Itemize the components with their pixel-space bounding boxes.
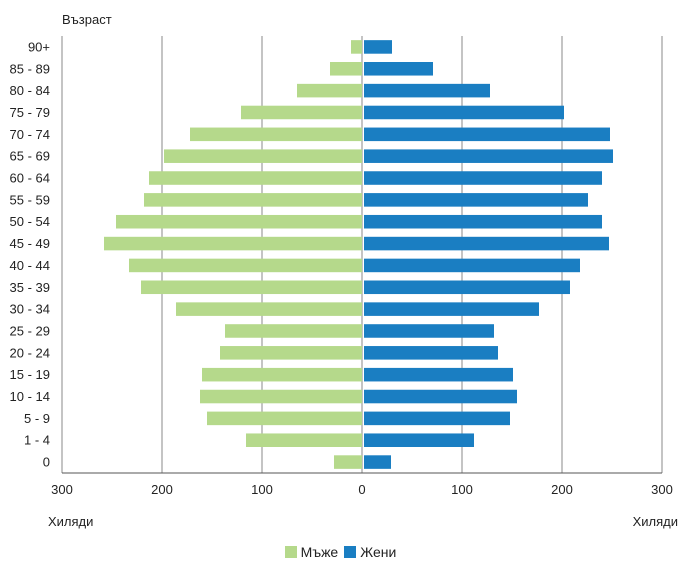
- category-label: 40 - 44: [10, 258, 50, 273]
- bar-men-4: [190, 127, 362, 142]
- category-label: 60 - 64: [10, 171, 50, 186]
- bar-women-17: [364, 411, 510, 426]
- category-label: 25 - 29: [10, 323, 50, 338]
- bar-women-15: [364, 367, 513, 382]
- bar-men-0: [351, 40, 362, 54]
- category-label: 50 - 54: [10, 214, 50, 229]
- bar-women-18: [364, 433, 474, 447]
- bar-women-14: [364, 346, 498, 360]
- category-label: 0: [43, 455, 50, 470]
- bar-men-9: [104, 236, 362, 251]
- x-axis-title-left: Хиляди: [48, 514, 93, 529]
- legend-label-women: Жени: [360, 544, 397, 560]
- bar-women-10: [364, 258, 580, 273]
- legend-item-men: Мъже: [284, 544, 339, 560]
- bar-women-7: [364, 193, 588, 207]
- legend: Мъже Жени: [0, 543, 681, 561]
- bar-men-16: [200, 389, 362, 404]
- bar-men-2: [297, 83, 362, 98]
- legend-swatch-women: [344, 546, 357, 558]
- bar-men-8: [116, 214, 362, 229]
- x-tick-label: 100: [251, 482, 273, 497]
- y-axis-title: Възраст: [62, 12, 112, 27]
- bar-women-12: [364, 302, 539, 316]
- bar-women-4: [364, 127, 610, 142]
- bar-men-14: [220, 346, 362, 360]
- category-label: 1 - 4: [24, 433, 50, 448]
- legend-swatch-men: [284, 546, 297, 558]
- bar-men-12: [176, 302, 362, 316]
- bar-women-3: [364, 105, 564, 120]
- category-label: 65 - 69: [10, 149, 50, 164]
- category-label: 80 - 84: [10, 83, 50, 98]
- bar-men-3: [241, 105, 362, 120]
- bar-men-1: [330, 62, 362, 76]
- x-tick-label: 300: [651, 482, 673, 497]
- x-tick-label: 200: [551, 482, 573, 497]
- bar-women-9: [364, 236, 609, 251]
- category-label: 5 - 9: [24, 411, 50, 426]
- bar-men-10: [129, 258, 362, 273]
- x-tick-label: 0: [358, 482, 365, 497]
- x-tick-labels: 300 200 100 0 100 200 300: [51, 482, 673, 497]
- bar-men-17: [207, 411, 362, 426]
- x-tick-label: 200: [151, 482, 173, 497]
- bar-men-5: [164, 149, 362, 163]
- x-tick-label: 100: [451, 482, 473, 497]
- bar-men-7: [144, 193, 362, 207]
- bar-men-15: [202, 367, 362, 382]
- legend-label-men: Мъже: [300, 544, 339, 560]
- bar-men-19: [334, 455, 362, 469]
- bar-women-1: [364, 62, 433, 76]
- category-label: 15 - 19: [10, 367, 50, 382]
- bar-women-13: [364, 324, 494, 338]
- bar-men-13: [225, 324, 362, 338]
- bar-women-6: [364, 171, 602, 185]
- category-label: 10 - 14: [10, 389, 50, 404]
- bars: [104, 40, 613, 469]
- category-label: 20 - 24: [10, 345, 50, 360]
- category-label: 90+: [28, 39, 50, 54]
- bar-women-8: [364, 214, 602, 229]
- bar-women-16: [364, 389, 517, 404]
- category-label: 70 - 74: [10, 127, 50, 142]
- category-label: 30 - 34: [10, 302, 50, 317]
- bar-women-0: [364, 40, 392, 54]
- bar-men-18: [246, 433, 362, 447]
- category-labels: 90+ 85 - 89 80 - 84 75 - 79 70 - 74 65 - 69 60…: [10, 39, 50, 469]
- category-label: 45 - 49: [10, 236, 50, 251]
- bar-women-19: [364, 455, 391, 469]
- bar-women-5: [364, 149, 613, 163]
- grid-lines: [61, 36, 663, 473]
- category-label: 85 - 89: [10, 61, 50, 76]
- bar-women-11: [364, 280, 570, 295]
- legend-item-women: Жени: [344, 544, 396, 560]
- x-tick-label: 300: [51, 482, 73, 497]
- bar-men-11: [141, 280, 362, 295]
- category-label: 55 - 59: [10, 192, 50, 207]
- bar-women-2: [364, 83, 490, 98]
- bar-men-6: [149, 171, 362, 185]
- category-label: 35 - 39: [10, 280, 50, 295]
- category-label: 75 - 79: [10, 105, 50, 120]
- x-axis-title-right: Хиляди: [633, 514, 678, 529]
